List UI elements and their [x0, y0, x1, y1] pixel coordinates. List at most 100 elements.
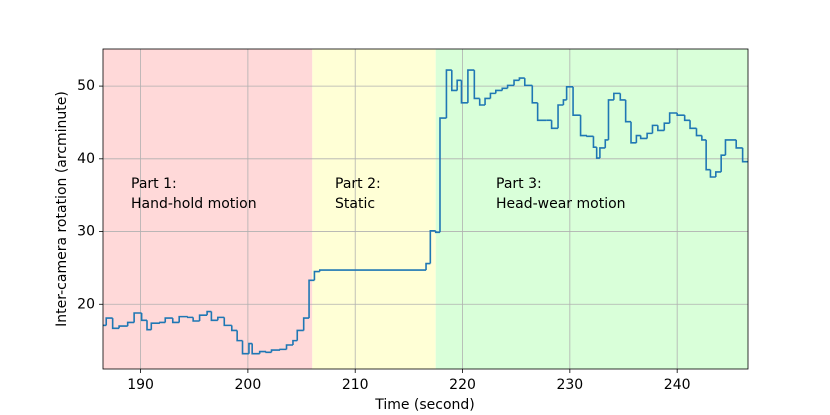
step-segment	[265, 351, 272, 354]
x-tick-label: 190	[127, 377, 154, 393]
annotation: Part 3:	[496, 176, 542, 192]
step-segment	[705, 139, 711, 171]
step-segment	[663, 122, 670, 131]
step-segment	[676, 113, 685, 116]
step-segment	[270, 349, 281, 353]
step-segment	[639, 135, 648, 140]
step-segment	[557, 104, 564, 129]
x-axis-label: Time (second)	[374, 397, 475, 413]
annotation: Head-wear motion	[496, 196, 626, 212]
step-line	[103, 69, 748, 355]
step-segment	[595, 147, 600, 159]
step-segment	[251, 343, 260, 355]
step-segment	[467, 69, 475, 103]
step-segment	[302, 317, 310, 331]
step-segment	[536, 102, 547, 122]
step-segment	[439, 117, 447, 233]
step-segment	[292, 339, 298, 345]
step-segment	[550, 120, 559, 130]
step-segment	[592, 136, 597, 148]
step-segment	[565, 86, 574, 100]
step-segment	[248, 342, 253, 354]
step-segment	[236, 330, 243, 342]
step-segment	[518, 77, 525, 81]
step-segment	[630, 121, 637, 144]
step-segment	[562, 99, 567, 105]
step-segment	[635, 134, 641, 143]
step-segment	[513, 79, 520, 86]
step-segment	[429, 230, 436, 264]
step-segment	[624, 99, 632, 123]
x-tick-label: 200	[235, 377, 262, 393]
region	[103, 49, 313, 369]
step-segment	[206, 310, 212, 316]
step-segment	[105, 317, 113, 326]
step-segment	[111, 318, 120, 330]
step-segment	[501, 87, 508, 91]
step-segment	[604, 139, 609, 148]
step-segment	[425, 262, 431, 271]
step-segment	[735, 139, 743, 149]
step-segment	[230, 325, 238, 332]
step-segment	[133, 312, 142, 323]
x-tick-label: 230	[556, 377, 583, 393]
step-segment	[126, 321, 135, 327]
step-segment	[579, 115, 588, 137]
step-segment	[118, 325, 128, 329]
step-segment	[619, 93, 626, 101]
step-segment	[279, 348, 287, 351]
step-segment	[450, 70, 458, 92]
step-segment	[198, 314, 208, 321]
step-segment	[494, 89, 503, 94]
step-segment	[473, 70, 480, 100]
x-tick-label: 240	[664, 377, 691, 393]
step-segment	[689, 120, 697, 130]
step-segment	[140, 313, 148, 322]
step-segment	[318, 269, 427, 272]
step-segment	[308, 279, 315, 319]
step-segment	[741, 147, 748, 163]
step-segment	[668, 112, 678, 124]
step-segment	[489, 92, 496, 99]
step-segment	[646, 132, 653, 139]
step-segment	[599, 147, 606, 159]
step-segment	[657, 125, 665, 132]
step-segment	[506, 84, 515, 89]
step-segment	[434, 230, 440, 234]
step-segment	[159, 321, 166, 324]
region	[312, 49, 436, 369]
step-segment	[285, 344, 293, 350]
x-tick-label: 210	[342, 377, 369, 393]
step-segment	[720, 154, 726, 172]
y-axis-label: Inter-camera rotation (arcminute)	[54, 91, 70, 327]
step-segment	[683, 115, 691, 122]
plot-frame	[102, 48, 749, 370]
annotation: Static	[335, 196, 375, 212]
step-segment	[178, 315, 188, 323]
step-segment	[296, 329, 304, 341]
step-segment	[146, 320, 152, 331]
step-segment	[478, 98, 486, 106]
step-segment	[701, 135, 707, 141]
step-segment	[258, 350, 267, 354]
step-segment	[164, 317, 173, 323]
step-segment	[695, 128, 702, 137]
step-segment	[217, 316, 225, 321]
step-segment	[484, 97, 491, 105]
step-segment	[192, 317, 200, 322]
step-segment	[651, 124, 658, 134]
step-segment	[709, 169, 716, 178]
step-segment	[150, 322, 160, 330]
annotation: Part 2:	[335, 176, 381, 192]
step-segment	[445, 69, 452, 119]
region	[435, 49, 748, 369]
step-segment	[456, 79, 462, 91]
step-segment	[523, 78, 533, 87]
step-segment	[460, 80, 468, 104]
step-segment	[586, 135, 594, 138]
step-segment	[572, 86, 581, 116]
y-tick-label: 30	[77, 224, 95, 240]
y-tick-label: 50	[77, 78, 95, 94]
step-segment	[607, 99, 614, 140]
